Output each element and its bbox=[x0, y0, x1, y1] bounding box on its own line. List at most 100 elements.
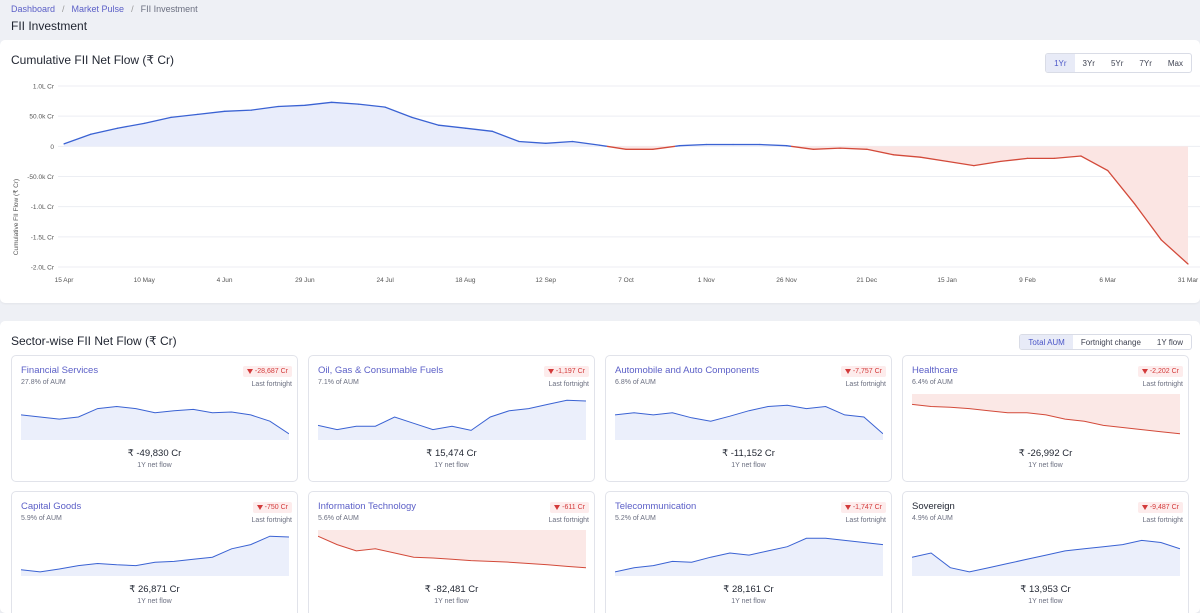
data-point bbox=[116, 127, 119, 129]
sparkline-area bbox=[615, 405, 883, 440]
data-point bbox=[1133, 203, 1136, 205]
sector-name[interactable]: Telecommunication bbox=[615, 501, 697, 512]
change-period: Last fortnight bbox=[251, 517, 292, 524]
sector-card-information-technology[interactable]: Information Technology 5.6% of AUM -611 Cr… bbox=[308, 491, 595, 613]
data-point bbox=[411, 116, 413, 118]
change-period: Last fortnight bbox=[1142, 381, 1183, 388]
data-point bbox=[90, 133, 92, 135]
change-value: -7,757 Cr bbox=[852, 368, 882, 375]
change-value: -750 Cr bbox=[264, 504, 288, 511]
positive-flow-line bbox=[63, 101, 608, 147]
change-value: -28,687 Cr bbox=[254, 368, 288, 375]
data-point bbox=[223, 110, 226, 112]
breadcrumb-separator: / bbox=[62, 4, 65, 14]
negative-flow-line bbox=[606, 145, 676, 150]
data-point bbox=[812, 148, 814, 150]
sector-sparkline bbox=[615, 537, 883, 576]
net-flow-label: 1Y net flow bbox=[731, 462, 766, 469]
x-tick-label: 26 Nov bbox=[776, 277, 797, 284]
sector-aum: 5.2% of AUM bbox=[615, 515, 656, 522]
change-badge: -28,687 Cr bbox=[242, 366, 292, 377]
net-flow-label: 1Y net flow bbox=[434, 598, 469, 605]
down-arrow-icon bbox=[246, 369, 253, 374]
data-point bbox=[1080, 155, 1082, 157]
net-flow-value: ₹ -26,992 Cr bbox=[1018, 448, 1073, 459]
data-point bbox=[1160, 239, 1162, 241]
data-point bbox=[785, 145, 788, 147]
sector-card-oil-gas-consumable-fuels[interactable]: Oil, Gas & Consumable Fuels 7.1% of AUM -1… bbox=[308, 355, 595, 482]
change-value: -611 Cr bbox=[562, 504, 585, 511]
sector-card-capital-goods[interactable]: Capital Goods 5.9% of AUM -750 Cr Last fort… bbox=[11, 491, 298, 613]
view-option-1y-flow[interactable]: 1Y flow bbox=[1156, 337, 1183, 347]
cumulative-flow-panel: Cumulative FII Net Flow (₹ Cr) 1Yr 3Yr 5… bbox=[0, 40, 1200, 303]
sector-sparkline bbox=[21, 405, 289, 440]
breadcrumb-market-pulse-link[interactable]: Market Pulse bbox=[71, 4, 125, 14]
net-flow-value: ₹ -49,830 Cr bbox=[127, 448, 182, 459]
sparkline-area bbox=[21, 406, 289, 440]
change-badge: -7,757 Cr bbox=[840, 366, 886, 377]
cumulative-flow-chart[interactable]: Cumulative FII Flow (₹ Cr) 1.0L Cr 50.0k … bbox=[0, 40, 1200, 303]
sector-aum: 6.4% of AUM bbox=[912, 379, 953, 386]
sparkline-line bbox=[615, 537, 883, 573]
view-option-fortnight-change[interactable]: Fortnight change bbox=[1080, 337, 1141, 347]
data-point bbox=[143, 122, 145, 125]
sector-sparkline bbox=[21, 535, 289, 576]
sector-name[interactable]: Financial Services bbox=[21, 365, 99, 376]
sector-sparkline bbox=[318, 530, 586, 569]
data-point bbox=[491, 130, 493, 132]
breadcrumb-separator: / bbox=[131, 4, 134, 14]
y-tick-label: -1.5L Cr bbox=[31, 234, 55, 241]
cumulative-flow-title: Cumulative FII Net Flow (₹ Cr) bbox=[11, 53, 174, 67]
net-flow-label: 1Y net flow bbox=[137, 598, 172, 605]
breadcrumb: Dashboard / Market Pulse / FII Investment bbox=[11, 4, 198, 14]
sector-aum: 5.9% of AUM bbox=[21, 515, 62, 522]
data-point bbox=[759, 143, 761, 146]
breadcrumb-dashboard-link[interactable]: Dashboard bbox=[11, 4, 56, 14]
y-axis-label: Cumulative FII Flow (₹ Cr) bbox=[12, 179, 20, 255]
breadcrumb-current: FII Investment bbox=[140, 4, 198, 14]
sector-name[interactable]: Healthcare bbox=[912, 365, 958, 376]
sector-name: Sovereign bbox=[912, 501, 955, 512]
sector-card-automobile-and-auto-components[interactable]: Automobile and Auto Components 6.8% of AU… bbox=[605, 355, 892, 482]
data-point bbox=[1026, 157, 1029, 159]
sector-aum: 4.9% of AUM bbox=[912, 515, 953, 522]
range-option-3yr[interactable]: 3Yr bbox=[1082, 58, 1095, 68]
data-point bbox=[464, 127, 467, 129]
change-period: Last fortnight bbox=[548, 381, 589, 388]
range-option-7yr[interactable]: 7Yr bbox=[1139, 58, 1152, 68]
sector-sparkline bbox=[912, 539, 1180, 576]
x-tick-label: 12 Sep bbox=[535, 277, 556, 284]
sector-card-sovereign[interactable]: Sovereign 4.9% of AUM -9,487 Cr Last fortni… bbox=[902, 491, 1189, 613]
range-option-1yr[interactable]: 1Yr bbox=[1046, 54, 1075, 72]
sector-card-telecommunication[interactable]: Telecommunication 5.2% of AUM -1,747 Cr Las… bbox=[605, 491, 892, 613]
change-period: Last fortnight bbox=[251, 381, 292, 388]
data-point bbox=[893, 154, 895, 156]
sector-card-healthcare[interactable]: Healthcare 6.4% of AUM -2,202 Cr Last fortn… bbox=[902, 355, 1189, 482]
positive-area bbox=[64, 102, 607, 147]
sector-name[interactable]: Oil, Gas & Consumable Fuels bbox=[318, 365, 444, 376]
net-flow-label: 1Y net flow bbox=[1028, 598, 1063, 605]
y-tick-label: -50.0k Cr bbox=[27, 174, 55, 181]
range-option-max[interactable]: Max bbox=[1167, 58, 1183, 68]
change-value: -1,197 Cr bbox=[555, 368, 585, 375]
data-point bbox=[304, 104, 306, 106]
net-flow-label: 1Y net flow bbox=[731, 598, 766, 605]
data-point bbox=[331, 101, 333, 103]
net-flow-label: 1Y net flow bbox=[1028, 462, 1063, 469]
sector-card-financial-services[interactable]: Financial Services 27.8% of AUM -28,687 Cr… bbox=[11, 355, 298, 482]
sector-name[interactable]: Information Technology bbox=[318, 501, 417, 512]
data-point bbox=[652, 148, 654, 150]
sparkline-area bbox=[318, 530, 586, 568]
down-arrow-icon bbox=[547, 369, 554, 374]
view-option-total-aum[interactable]: Total AUM bbox=[1020, 335, 1073, 349]
data-point bbox=[545, 142, 547, 144]
x-tick-label: 15 Apr bbox=[55, 277, 75, 284]
sector-name[interactable]: Capital Goods bbox=[21, 501, 82, 512]
range-option-5yr[interactable]: 5Yr bbox=[1110, 58, 1124, 68]
down-arrow-icon bbox=[256, 505, 263, 510]
sector-name[interactable]: Automobile and Auto Components bbox=[615, 365, 760, 376]
data-point bbox=[384, 106, 386, 108]
net-flow-value: ₹ 13,953 Cr bbox=[1020, 584, 1071, 595]
x-tick-label: 6 Mar bbox=[1099, 277, 1116, 284]
sector-aum: 6.8% of AUM bbox=[615, 379, 656, 386]
